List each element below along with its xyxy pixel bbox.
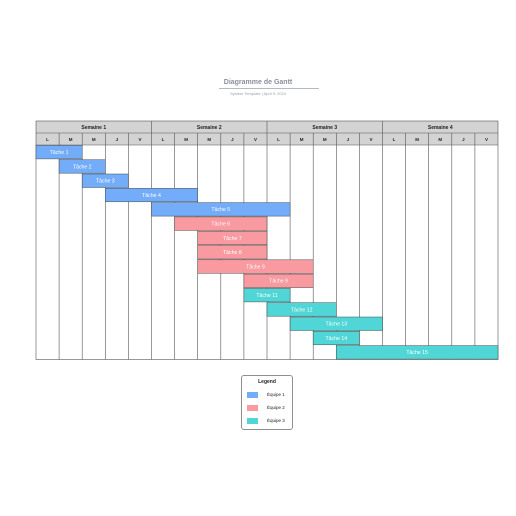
day-label: M — [323, 137, 327, 142]
task-bar: Tâche 7 — [197, 230, 268, 245]
task-bar-rect — [197, 230, 268, 245]
task-bar: Tâche 9 — [197, 259, 314, 274]
task-bar-rect — [151, 202, 291, 217]
day-label: V — [138, 137, 141, 142]
gantt-chart: Semaine 1 Semaine 2 Semaine 3 Semaine 4 L M M J… — [35, 120, 499, 360]
day-label: L — [277, 137, 280, 142]
task-label: Tâche 5 — [211, 207, 230, 213]
task-bar-rect — [58, 159, 106, 174]
task-bar: Tâche 11 — [243, 288, 291, 303]
task-label: Tâche 14 — [325, 336, 347, 342]
task-bar: Tâche 15 — [336, 345, 499, 360]
legend-item-equipe-1: Équipe 1 — [247, 392, 291, 399]
task-bar-rect — [289, 316, 383, 331]
day-label: J — [116, 137, 119, 142]
legend-swatch-equipe-1 — [247, 392, 258, 398]
task-bar: Tâche 1 — [35, 145, 83, 160]
legend: Legend Équipe 1 Équipe 2 Équipe 3 — [241, 375, 293, 430]
task-bar: Tâche 5 — [151, 202, 291, 217]
day-label: M — [438, 137, 442, 142]
legend-swatch-equipe-3 — [247, 418, 258, 424]
page-subtitle: System Template | April 9, 2024 — [229, 91, 287, 96]
task-bar: Tâche 14 — [312, 331, 360, 346]
task-bar: Tâche 13 — [289, 316, 383, 331]
task-label: Tâche 9 — [246, 264, 265, 270]
day-label: J — [462, 137, 465, 142]
day-label: M — [207, 137, 211, 142]
task-bar: Tâche 6 — [174, 216, 268, 231]
task-bar: Tâche 3 — [81, 173, 129, 188]
legend-title: Legend — [258, 379, 276, 385]
legend-swatch-equipe-2 — [247, 405, 258, 411]
task-bar: Tâche 2 — [58, 159, 106, 174]
task-bar-rect — [35, 145, 83, 160]
task-label: Tâche 3 — [96, 179, 115, 185]
task-label: Tâche 2 — [73, 164, 92, 170]
legend-label-equipe-2: Équipe 2 — [267, 405, 285, 410]
day-label: M — [415, 137, 419, 142]
legend-label-equipe-1: Équipe 1 — [267, 392, 285, 397]
task-bar-rect — [312, 331, 360, 346]
task-label: Tâche 7 — [223, 236, 242, 242]
task-bar-rect — [336, 345, 499, 360]
day-label: V — [485, 137, 488, 142]
task-bar-rect — [243, 288, 291, 303]
task-bar-rect — [197, 259, 314, 274]
day-label: L — [162, 137, 165, 142]
day-label: M — [69, 137, 73, 142]
task-bar-rect — [266, 302, 337, 317]
task-bar-rect — [105, 188, 198, 203]
week-label: Semaine 3 — [312, 125, 337, 131]
day-label: M — [184, 137, 188, 142]
day-label: L — [393, 137, 396, 142]
task-bar: Tâche 9 — [243, 273, 314, 288]
task-label: Tâche 8 — [223, 250, 242, 256]
page-title: Diagramme de Gantt — [223, 79, 293, 86]
week-label: Semaine 1 — [81, 125, 106, 131]
week-label: Semaine 2 — [197, 125, 222, 131]
day-label: J — [347, 137, 350, 142]
task-bar-rect — [243, 273, 314, 288]
task-bar-rect — [81, 173, 129, 188]
task-label: Tâche 12 — [291, 307, 313, 313]
task-bar: Tâche 4 — [105, 188, 198, 203]
day-label: V — [254, 137, 257, 142]
day-label: L — [46, 137, 49, 142]
task-label: Tâche 6 — [211, 221, 230, 227]
task-bar: Tâche 12 — [266, 302, 337, 317]
legend-item-equipe-2: Équipe 2 — [247, 405, 291, 412]
legend-label-equipe-3: Équipe 3 — [267, 418, 285, 423]
grid-lines — [35, 120, 499, 360]
day-label: V — [369, 137, 372, 142]
task-label: Tâche 15 — [406, 350, 428, 356]
task-label: Tâche 13 — [325, 322, 347, 328]
task-label: Tâche 9 — [269, 279, 288, 285]
day-label: M — [300, 137, 304, 142]
legend-item-equipe-3: Équipe 3 — [247, 418, 291, 425]
task-bar-rect — [174, 216, 268, 231]
day-label: M — [92, 137, 96, 142]
task-label: Tâche 11 — [256, 293, 277, 299]
week-label: Semaine 4 — [428, 125, 453, 131]
task-bar-rect — [197, 245, 268, 260]
day-label: J — [231, 137, 234, 142]
task-label: Tâche 1 — [50, 150, 69, 156]
title-divider — [219, 88, 319, 89]
task-bar: Tâche 8 — [197, 245, 268, 260]
task-label: Tâche 4 — [142, 193, 161, 199]
